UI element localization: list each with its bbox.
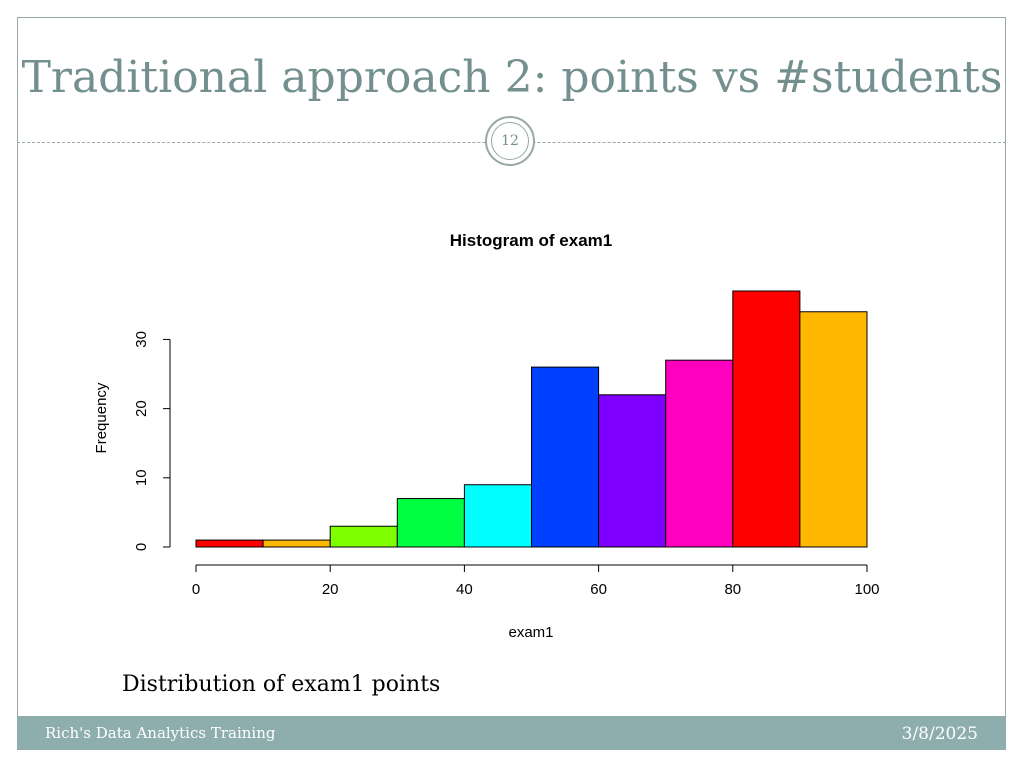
histogram-bar xyxy=(463,484,532,548)
histogram-bar xyxy=(329,525,398,548)
histogram-bar xyxy=(732,290,801,548)
footer-bar: Rich's Data Analytics Training 3/8/2025 xyxy=(17,716,1006,750)
y-tick-label: 10 xyxy=(133,469,150,486)
page-number: 12 xyxy=(491,122,529,160)
x-axis: 0 20 40 60 80 100 xyxy=(192,564,880,598)
histogram-bar xyxy=(665,359,734,548)
x-axis-label: exam1 xyxy=(508,624,553,641)
y-tick-label: 20 xyxy=(133,400,150,417)
histogram-bar xyxy=(531,366,600,548)
footer-date: 3/8/2025 xyxy=(901,724,978,744)
y-axis: 0 10 20 30 xyxy=(133,331,171,551)
histogram-bar xyxy=(195,539,264,548)
x-tick-label: 0 xyxy=(192,581,200,598)
slide-caption: Distribution of exam1 points xyxy=(122,672,441,697)
page-number-badge: 12 xyxy=(485,116,535,166)
y-axis-label: Frequency xyxy=(93,382,110,453)
y-tick-label: 0 xyxy=(133,543,150,551)
footer-text: Rich's Data Analytics Training xyxy=(45,724,276,742)
bars xyxy=(195,290,868,548)
x-tick-label: 100 xyxy=(854,581,879,598)
slide-title: Traditional approach 2: points vs #stude… xyxy=(21,52,1003,103)
x-tick-label: 60 xyxy=(590,581,607,598)
histogram-bar xyxy=(799,311,868,548)
chart-title: Histogram of exam1 xyxy=(450,231,613,250)
histogram-bar xyxy=(396,498,465,548)
histogram-bar xyxy=(262,539,331,548)
x-tick-label: 80 xyxy=(724,581,741,598)
histogram-bar xyxy=(598,394,667,548)
x-tick-label: 40 xyxy=(456,581,473,598)
y-tick-label: 30 xyxy=(133,331,150,348)
x-tick-label: 20 xyxy=(322,581,339,598)
